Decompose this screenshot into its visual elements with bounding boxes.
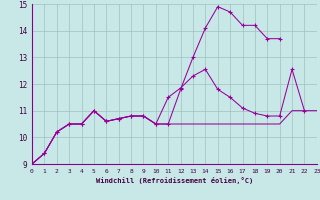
X-axis label: Windchill (Refroidissement éolien,°C): Windchill (Refroidissement éolien,°C): [96, 177, 253, 184]
